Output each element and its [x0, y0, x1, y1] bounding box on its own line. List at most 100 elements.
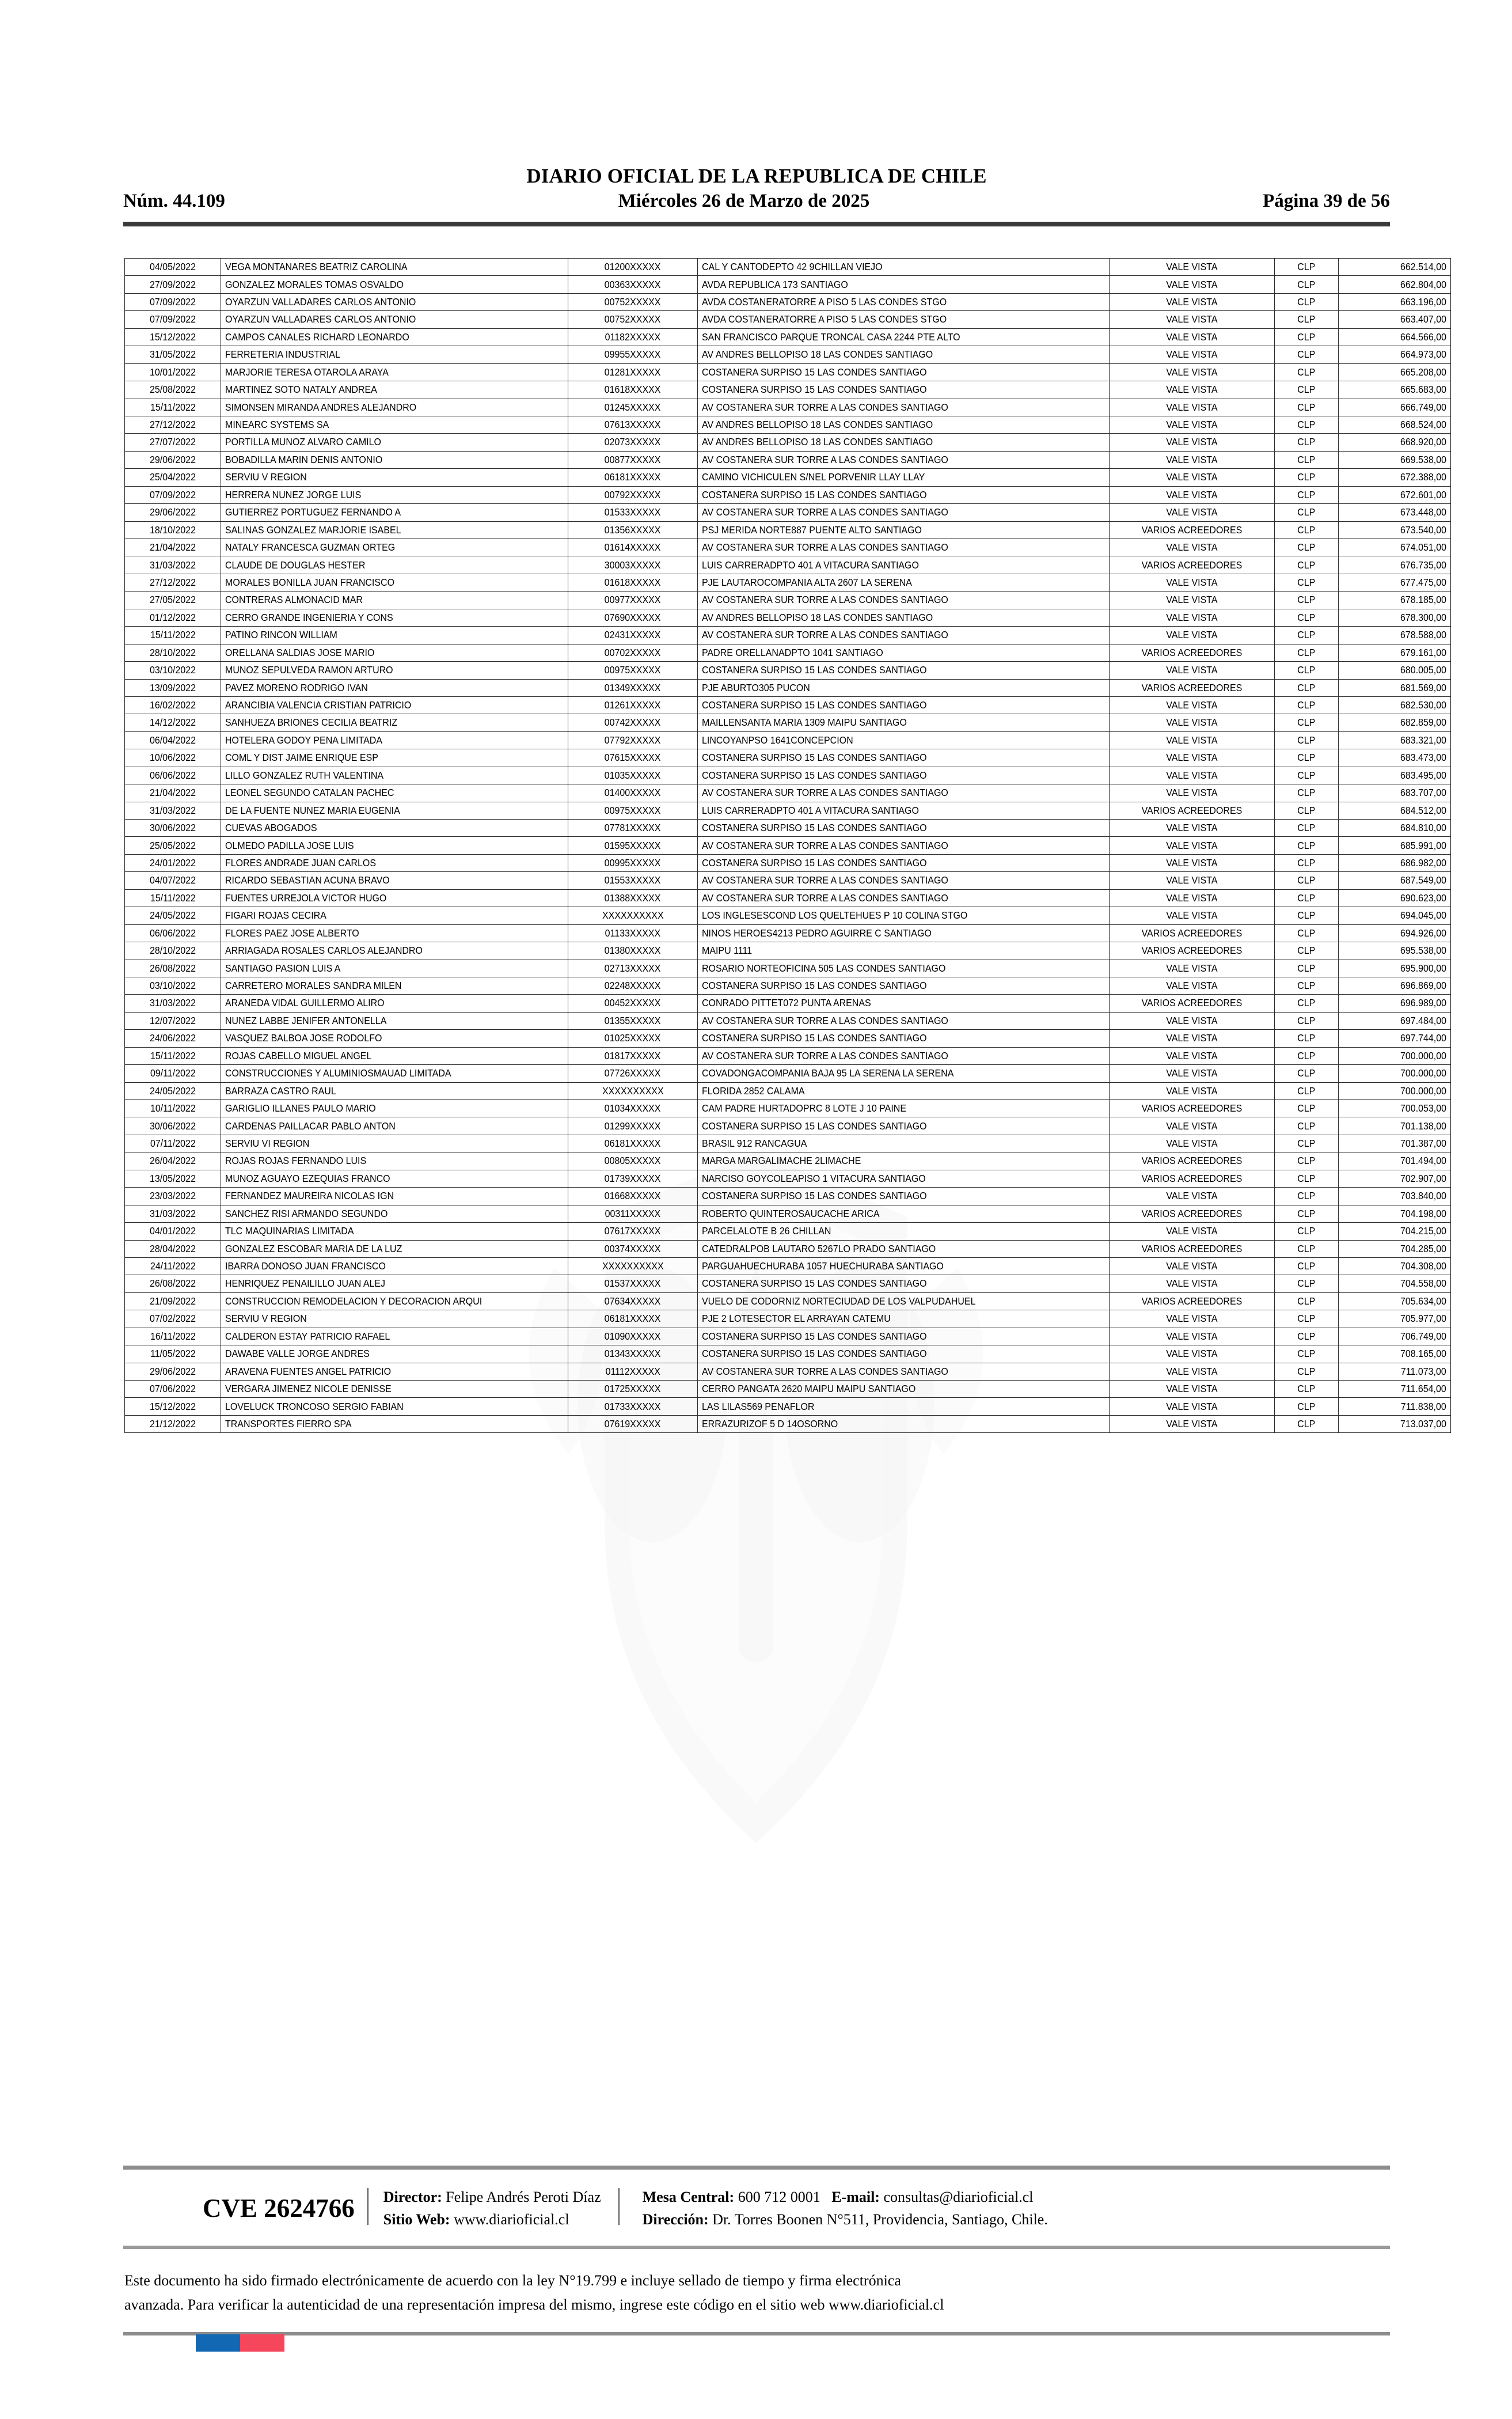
cell-monto: 669.538,00 — [1338, 450, 1451, 469]
cell-fecha: 28/10/2022 — [124, 643, 221, 662]
cell-text: CLP — [1297, 980, 1316, 992]
cell-fecha: 06/06/2022 — [124, 766, 221, 785]
cell-instrumento: VALE VISTA — [1109, 1345, 1275, 1363]
cell-moneda: CLP — [1274, 538, 1339, 557]
cell-text: CLP — [1297, 436, 1316, 448]
cell-direccion: PJE 2 LOTESECTOR EL ARRAYAN CATEMU — [697, 1310, 1110, 1328]
director-label: Director: — [383, 2189, 442, 2205]
cell-direccion: AV COSTANERA SUR TORRE A LAS CONDES SANT… — [697, 1362, 1110, 1381]
cell-text: 21/04/2022 — [149, 787, 196, 799]
cell-text: 06/06/2022 — [149, 927, 196, 939]
cell-text: CLP — [1297, 1049, 1316, 1061]
cell-instrumento: VALE VISTA — [1109, 433, 1275, 452]
cell-monto: 708.165,00 — [1338, 1345, 1451, 1363]
cell-text: 663.407,00 — [1400, 313, 1446, 325]
cell-text: NINOS HEROES4213 PEDRO AGUIRRE C SANTIAG… — [702, 927, 932, 939]
table-row: 16/02/2022 ARANCIBIA VALENCIA CRISTIAN PA… — [124, 696, 1451, 715]
cell-text: SANTIAGO PASION LUIS A — [225, 962, 341, 974]
table-row: 21/04/2022 LEONEL SEGUNDO CATALAN PACHEC 0… — [124, 784, 1451, 802]
cell-monto: 668.524,00 — [1338, 415, 1451, 434]
cell-text: MAILLENSANTA MARIA 1309 MAIPU SANTIAGO — [702, 716, 907, 729]
cell-nombre: RICARDO SEBASTIAN ACUNA BRAVO — [221, 871, 568, 890]
cell-text: 665.683,00 — [1400, 384, 1446, 396]
cell-nombre: SERVIU V REGION — [221, 1310, 568, 1328]
table-row: 24/05/2022 BARRAZA CASTRO RAUL XXXXXXXXXX F… — [124, 1082, 1451, 1101]
cell-instrumento: VALE VISTA — [1109, 1082, 1275, 1101]
cell-nombre: FERNANDEZ MAUREIRA NICOLAS IGN — [221, 1187, 568, 1205]
cell-text: DE LA FUENTE NUNEZ MARIA EUGENIA — [225, 804, 400, 816]
cell-text: 00363XXXXX — [605, 278, 661, 290]
cell-text: VALE VISTA — [1166, 506, 1218, 518]
cell-text: 01356XXXXX — [605, 524, 661, 536]
cell-text: CLP — [1297, 576, 1316, 588]
cell-text: CLP — [1297, 524, 1316, 536]
cell-text: COVADONGACOMPANIA BAJA 95 LA SERENA LA S… — [702, 1067, 954, 1079]
cell-direccion: AV ANDRES BELLOPISO 18 LAS CONDES SANTIA… — [697, 608, 1110, 627]
cell-fecha: 06/04/2022 — [124, 731, 221, 750]
cell-text: XXXXXXXXXX — [602, 1260, 664, 1272]
cell-text: 25/05/2022 — [149, 839, 196, 851]
cell-instrumento: VALE VISTA — [1109, 310, 1275, 329]
cell-text: 00374XXXXX — [605, 1242, 661, 1254]
cell-text: 15/11/2022 — [150, 401, 196, 413]
cell-moneda: CLP — [1274, 994, 1339, 1013]
cell-direccion: CERRO PANGATA 2620 MAIPU MAIPU SANTIAGO — [697, 1379, 1110, 1398]
cell-text: 24/05/2022 — [149, 1085, 196, 1097]
cell-text: CLP — [1297, 295, 1316, 308]
cell-direccion: AV ANDRES BELLOPISO 18 LAS CONDES SANTIA… — [697, 433, 1110, 452]
cell-moneda: CLP — [1274, 784, 1339, 802]
cell-direccion: MAILLENSANTA MARIA 1309 MAIPU SANTIAGO — [697, 714, 1110, 732]
cell-text: CARRETERO MORALES SANDRA MILEN — [225, 980, 402, 992]
cell-text: CLP — [1297, 962, 1316, 974]
cell-text: CARDENAS PAILLACAR PABLO ANTON — [225, 1120, 396, 1132]
cell-fecha: 15/11/2022 — [124, 889, 221, 908]
cell-rut: 02073XXXXX — [568, 433, 698, 452]
cell-text: 669.538,00 — [1400, 453, 1446, 465]
cell-instrumento: VALE VISTA — [1109, 486, 1275, 505]
cell-text: 27/09/2022 — [149, 278, 196, 290]
cell-instrumento: VALE VISTA — [1109, 1397, 1275, 1416]
cell-text: 01112XXXXX — [605, 1365, 660, 1377]
cell-monto: 679.161,00 — [1338, 643, 1451, 662]
cell-instrumento: VALE VISTA — [1109, 1047, 1275, 1066]
cell-direccion: COSTANERA SURPISO 15 LAS CONDES SANTIAGO — [697, 854, 1110, 873]
site-value[interactable]: www.diarioficial.cl — [454, 2211, 569, 2228]
cell-text: COSTANERA SURPISO 15 LAS CONDES SANTIAGO — [702, 384, 927, 396]
cell-fecha: 07/09/2022 — [124, 293, 221, 312]
cell-text: 704.308,00 — [1400, 1260, 1446, 1272]
cell-text: SANCHEZ RISI ARMANDO SEGUNDO — [225, 1207, 388, 1219]
publication-title: DIARIO OFICIAL DE LA REPUBLICA DE CHILE — [526, 165, 987, 187]
cell-moneda: CLP — [1274, 643, 1339, 662]
table-row: 29/06/2022 GUTIERREZ PORTUGUEZ FERNANDO A… — [124, 503, 1451, 522]
cell-text: 01281XXXXX — [605, 366, 661, 378]
cell-fecha: 15/11/2022 — [124, 398, 221, 416]
cell-rut: 01182XXXXX — [568, 328, 698, 347]
cell-fecha: 07/09/2022 — [124, 486, 221, 505]
cell-text: 06181XXXXX — [605, 471, 661, 483]
cve-code: CVE 2624766 — [203, 2194, 355, 2223]
cell-text: 00805XXXXX — [605, 1155, 661, 1167]
cell-rut: 01668XXXXX — [568, 1187, 698, 1205]
cell-text: 10/01/2022 — [149, 366, 196, 378]
cell-rut: 07690XXXXX — [568, 608, 698, 627]
cell-text: MUNOZ SEPULVEDA RAMON ARTURO — [225, 664, 393, 676]
cell-text: VALE VISTA — [1166, 1277, 1218, 1290]
cell-monto: 683.707,00 — [1338, 784, 1451, 802]
cell-text: NUNEZ LABBE JENIFER ANTONELLA — [225, 1014, 387, 1026]
cell-text: 694.926,00 — [1400, 927, 1446, 939]
cell-monto: 678.300,00 — [1338, 608, 1451, 627]
cell-text: 03/10/2022 — [149, 980, 196, 992]
cell-text: 702.907,00 — [1400, 1172, 1446, 1184]
cell-monto: 680.005,00 — [1338, 661, 1451, 680]
email-value[interactable]: consultas@diarioficial.cl — [883, 2189, 1034, 2205]
cell-text: 666.749,00 — [1400, 401, 1446, 413]
cell-fecha: 26/08/2022 — [124, 1275, 221, 1293]
cell-text: 24/11/2022 — [150, 1260, 196, 1272]
cell-rut: 00752XXXXX — [568, 310, 698, 329]
cell-direccion: COVADONGACOMPANIA BAJA 95 LA SERENA LA S… — [697, 1064, 1110, 1083]
cell-text: AV COSTANERA SUR TORRE A LAS CONDES SANT… — [702, 541, 948, 553]
table-row: 24/01/2022 FLORES ANDRADE JUAN CARLOS 0099… — [124, 854, 1451, 873]
cell-rut: 01618XXXXX — [568, 381, 698, 399]
cell-text: 682.859,00 — [1400, 716, 1446, 729]
cell-rut: 06181XXXXX — [568, 468, 698, 487]
